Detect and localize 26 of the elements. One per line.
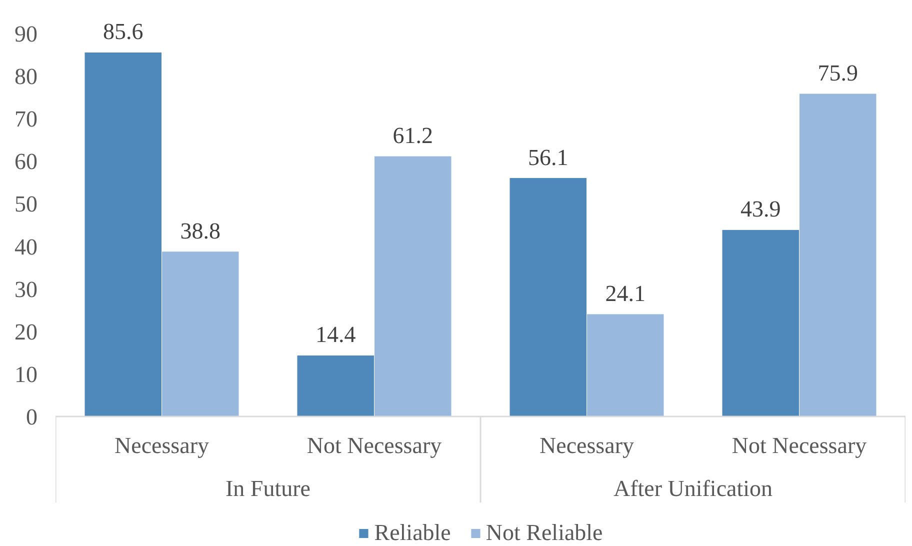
x-tick-label: Not Necessary [732, 433, 868, 458]
y-tick-label: 10 [14, 362, 38, 387]
x-tick-label: Necessary [114, 433, 210, 458]
y-tick-label: 90 [14, 22, 38, 46]
text: After Unification [613, 476, 774, 501]
x-tick-label: Not Necessary [306, 433, 442, 458]
data-label: 43.9 [740, 196, 781, 222]
x-tick-label: Necessary [540, 433, 634, 458]
legend-label: Reliable [374, 520, 451, 546]
y-tick-label: 20 [14, 319, 38, 344]
y-tick-label: 70 [14, 106, 38, 132]
data-label: 38.8 [180, 218, 220, 244]
data-label: 14.4 [316, 322, 356, 348]
y-tick-label: 30 [14, 276, 38, 302]
y-tick-label: 40 [14, 234, 38, 260]
data-label: 56.1 [528, 144, 568, 170]
y-tick-label: 0 [26, 404, 38, 430]
y-tick-label: 60 [14, 149, 38, 174]
y-tick-label: 50 [14, 192, 38, 217]
data-label: 61.2 [392, 123, 433, 148]
data-label: 24.1 [605, 280, 646, 306]
text: In Future [226, 476, 310, 501]
y-tick-label: 80 [14, 64, 38, 90]
legend-label: Not Reliable [486, 520, 603, 546]
data-label: 75.9 [818, 60, 858, 86]
data-label: 85.6 [103, 19, 144, 44]
